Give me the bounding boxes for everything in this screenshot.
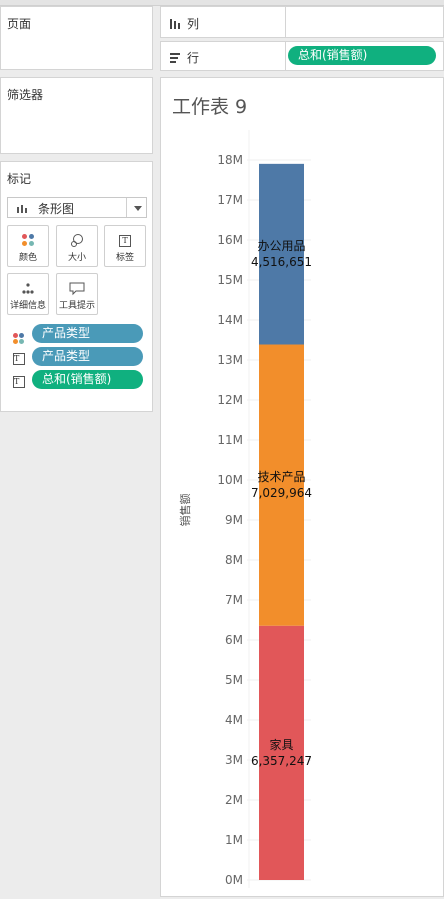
- pages-title: 页面: [7, 17, 32, 31]
- y-tick-label: 3M: [225, 753, 243, 767]
- bar-segment[interactable]: [259, 625, 304, 880]
- filters-panel[interactable]: 筛选器: [0, 77, 153, 154]
- size-button[interactable]: 大小: [56, 225, 98, 267]
- label-measure-pill[interactable]: 总和(销售额): [32, 370, 143, 389]
- color-button-label: 颜色: [18, 253, 37, 263]
- rows-shelf-label: 行: [169, 49, 199, 66]
- marks-title: 标记: [7, 172, 32, 186]
- bar-value-label: 6,357,247: [251, 754, 312, 768]
- chart: 销售额 0M 1M 2M 3M 4M 5M 6M 7M 8M 9M 10M 11M 12M 13M 14M 1…: [178, 130, 312, 888]
- shelf-divider: [285, 7, 286, 37]
- detail-dots-icon: [8, 279, 48, 301]
- bar-category-label: 家具: [269, 737, 293, 752]
- bar-category-label: 办公用品: [257, 238, 305, 253]
- marks-panel: 标记 条形图 颜色 大小 T 标签 详细信息: [0, 161, 153, 412]
- top-strip: [0, 0, 444, 6]
- color-dots-icon: [13, 327, 25, 344]
- mark-type-label: 条形图: [38, 202, 75, 216]
- y-tick-label: 4M: [225, 713, 243, 727]
- bar-segments: [259, 163, 304, 880]
- filters-title: 筛选器: [7, 88, 44, 102]
- color-dots-icon: [8, 231, 48, 253]
- y-tick-label: 6M: [225, 633, 243, 647]
- columns-icon: [170, 18, 180, 29]
- chevron-down-icon: [134, 206, 142, 211]
- tooltip-button-label: 工具提示: [58, 301, 95, 311]
- detail-button[interactable]: 详细信息: [7, 273, 49, 315]
- y-axis-label: 销售额: [178, 494, 192, 527]
- label-button[interactable]: T 标签: [104, 225, 146, 267]
- pages-panel[interactable]: 页面: [0, 6, 153, 70]
- columns-shelf[interactable]: 列: [160, 6, 444, 38]
- y-tick-label: 16M: [217, 233, 243, 247]
- rows-shelf[interactable]: 行 总和(销售额): [160, 41, 444, 71]
- bar-category-label: 技术产品: [257, 470, 305, 484]
- y-tick-label: 18M: [217, 153, 243, 167]
- y-tick-label: 0M: [225, 873, 243, 887]
- bar-value-label: 7,029,964: [251, 486, 312, 500]
- y-tick-label: 13M: [217, 353, 243, 367]
- sheet-title: 工作表 9: [172, 96, 248, 118]
- y-tick-label: 8M: [225, 553, 243, 567]
- dropdown-divider: [126, 198, 127, 217]
- sheet-panel: 工作表 9 销售额 0M 1M 2M 3M 4M 5M 6M 7M 8M 9M 10M 11M 12M 1…: [160, 77, 444, 897]
- text-label-icon: T: [105, 231, 145, 253]
- y-tick-label: 12M: [217, 393, 243, 407]
- text-label-icon: T: [13, 350, 25, 365]
- y-tick-label: 7M: [225, 593, 243, 607]
- bar-labels: 家具 6,357,247 技术产品 7,029,964 办公用品 4,516,651: [251, 238, 312, 768]
- detail-button-label: 详细信息: [9, 301, 46, 311]
- y-tick-label: 9M: [225, 513, 243, 527]
- y-tick-label: 1M: [225, 833, 243, 847]
- rows-label: 行: [187, 51, 200, 65]
- bar-chart-icon: [17, 205, 27, 213]
- size-button-label: 大小: [67, 253, 86, 263]
- columns-shelf-label: 列: [169, 15, 199, 32]
- bar-value-label: 4,516,651: [251, 255, 312, 269]
- color-button[interactable]: 颜色: [7, 225, 49, 267]
- rows-measure-pill[interactable]: 总和(销售额): [288, 46, 436, 65]
- mark-type-dropdown[interactable]: 条形图: [7, 197, 147, 218]
- y-tick-label: 5M: [225, 673, 243, 687]
- y-tick-label: 15M: [217, 273, 243, 287]
- label-field-pill[interactable]: 产品类型: [32, 347, 143, 366]
- label-button-label: 标签: [115, 253, 134, 263]
- tooltip-icon: [57, 279, 97, 301]
- size-icon: [57, 231, 97, 253]
- bar-segment[interactable]: [259, 344, 304, 626]
- text-label-icon: T: [13, 373, 25, 388]
- y-tick-label: 14M: [217, 313, 243, 327]
- y-tick-label: 17M: [217, 193, 243, 207]
- y-tick-label: 2M: [225, 793, 243, 807]
- y-tick-label: 11M: [217, 433, 243, 447]
- shelf-divider: [285, 42, 286, 70]
- rows-icon: [170, 52, 180, 63]
- tooltip-button[interactable]: 工具提示: [56, 273, 98, 315]
- bar-segment[interactable]: [259, 163, 304, 345]
- y-tick-label: 10M: [217, 473, 243, 487]
- color-field-pill[interactable]: 产品类型: [32, 324, 143, 343]
- columns-label: 列: [187, 17, 200, 31]
